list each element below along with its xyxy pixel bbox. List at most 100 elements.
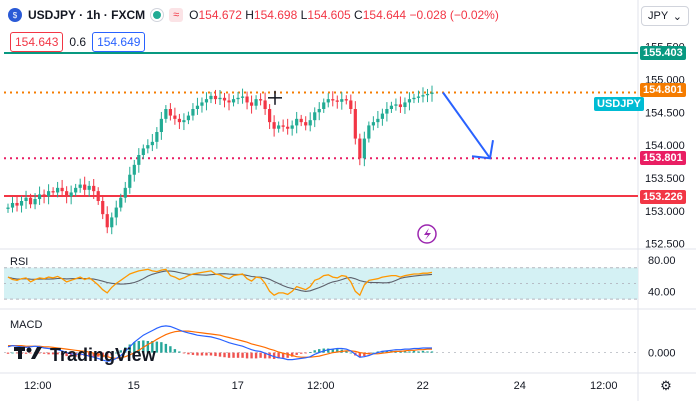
- macd-hist-bar-75: [345, 350, 348, 353]
- candle-body-56: [258, 99, 263, 101]
- candle-body-72: [331, 99, 335, 101]
- sell-price-button[interactable]: 154.643: [10, 32, 64, 52]
- candle-body-32: [150, 141, 154, 146]
- macd-hist-bar-54: [250, 352, 253, 359]
- down-arrow-head: [471, 140, 494, 160]
- symbol-price-tag: USDJPY: [594, 97, 645, 111]
- macd-hist-bar-52: [241, 352, 244, 358]
- macd-hist-bar-55: [254, 352, 258, 359]
- macd-hist-bar-27: [128, 344, 131, 353]
- candle-body-81: [371, 122, 375, 126]
- macd-signal-line: [8, 330, 432, 360]
- candle-body-84: [385, 109, 389, 114]
- level-tag-155403: 155.403: [640, 46, 686, 60]
- candle-body-12: [60, 187, 64, 192]
- chevron-down-icon: ⌄: [672, 10, 682, 23]
- candle-body-2: [15, 202, 19, 206]
- market-status-icon[interactable]: [151, 9, 164, 21]
- candle-body-31: [146, 145, 150, 149]
- candle-body-76: [349, 100, 353, 109]
- currency-button[interactable]: JPY ⌄: [641, 6, 689, 26]
- candle-body-0: [6, 207, 10, 209]
- macd-hist-bar-9: [47, 352, 50, 355]
- candle-body-42: [195, 105, 200, 109]
- macd-hist-bar-93: [426, 351, 429, 353]
- macd-hist-bar-63: [290, 352, 294, 357]
- candle-body-38: [177, 118, 182, 123]
- rsi-line: [7, 268, 433, 297]
- macd-hist-bar-49: [227, 352, 231, 358]
- low-key: L: [300, 8, 308, 22]
- macd-hist-bar-57: [263, 352, 267, 359]
- candle-body-9: [46, 191, 51, 197]
- candle-body-40: [186, 115, 191, 121]
- candle-body-18: [87, 185, 91, 190]
- macd-hist-bar-4: [24, 352, 28, 354]
- macd-hist-bar-47: [218, 352, 222, 357]
- candle-body-79: [362, 138, 366, 159]
- macd-hist-bar-31: [146, 341, 150, 353]
- macd-hist-bar-88: [403, 350, 407, 353]
- macd-hist-bar-43: [200, 352, 204, 356]
- macd-hist-bar-48: [223, 352, 226, 358]
- macd-hist-bar-51: [236, 352, 240, 358]
- time-tick-7: 12:00: [590, 380, 618, 392]
- macd-hist-bar-53: [245, 352, 249, 359]
- tv-logo-text: TradingView: [50, 345, 156, 365]
- macd-hist-bar-0: [6, 352, 10, 354]
- candle-body-91: [416, 96, 421, 98]
- macd-hist-bar-18: [87, 352, 91, 357]
- macd-hist-bar-91: [417, 351, 420, 353]
- high-key: H: [245, 8, 254, 22]
- level-tag-153226: 153.226: [640, 190, 686, 204]
- symbol-title[interactable]: USDJPY · 1h · FXCM: [28, 8, 146, 22]
- price-tick-5: 153.000: [645, 206, 685, 218]
- close-key: C: [354, 8, 363, 22]
- macd-hist-bar-62: [286, 352, 289, 358]
- candle-body-62: [286, 126, 290, 129]
- wave-icon[interactable]: ≈: [169, 8, 184, 22]
- candle-body-27: [128, 174, 132, 188]
- macd-hist-bar-73: [336, 349, 339, 353]
- macd-hist-bar-69: [318, 349, 321, 353]
- candle-body-49: [227, 100, 231, 103]
- candle-body-68: [313, 112, 317, 121]
- macd-hist-bar-23: [110, 352, 113, 356]
- buy-price-button[interactable]: 154.649: [92, 32, 146, 52]
- candle-body-37: [173, 115, 177, 119]
- candle-body-29: [137, 155, 141, 165]
- macd-hist-bar-13: [65, 352, 68, 357]
- macd-hist-bar-14: [69, 352, 73, 357]
- candle-body-19: [92, 185, 96, 192]
- time-tick-3: 12:00: [307, 380, 335, 392]
- macd-hist-bar-38: [178, 351, 181, 353]
- macd-hist-bar-89: [408, 351, 411, 353]
- ohlc-values: O154.672 H154.698 L154.605 C154.644 −0.0…: [189, 8, 499, 22]
- macd-hist-bar-5: [29, 352, 32, 354]
- macd-hist-bar-41: [191, 352, 195, 355]
- macd-hist-bar-34: [160, 342, 163, 353]
- candle-body-16: [78, 184, 82, 188]
- candle-body-28: [132, 164, 136, 175]
- candle-body-41: [191, 109, 195, 116]
- candle-body-57: [263, 100, 267, 109]
- tradingview-logo[interactable]: TradingView: [14, 345, 156, 366]
- candle-body-5: [28, 197, 33, 205]
- candle-body-82: [376, 118, 380, 123]
- candle-body-10: [51, 191, 55, 193]
- candle-body-52: [240, 96, 245, 98]
- candle-body-44: [204, 99, 209, 103]
- candle-body-17: [83, 184, 87, 190]
- settings-gear-icon[interactable]: ⚙: [660, 378, 672, 393]
- candle-body-4: [24, 197, 28, 201]
- macd-hist-bar-37: [173, 349, 177, 353]
- tv-logo-icon: [14, 345, 44, 366]
- candle-body-77: [353, 109, 357, 139]
- candle-body-92: [421, 95, 425, 97]
- candle-body-63: [290, 125, 294, 129]
- candle-body-22: [105, 214, 109, 228]
- macd-hist-bar-22: [106, 352, 109, 358]
- candle-body-33: [155, 132, 159, 142]
